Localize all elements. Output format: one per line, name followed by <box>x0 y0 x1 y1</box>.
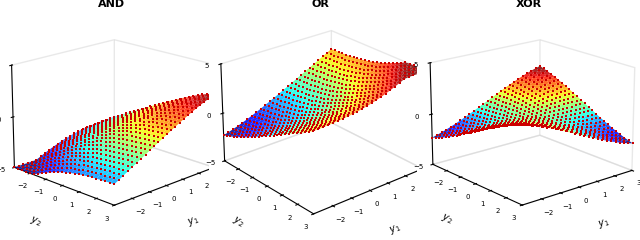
X-axis label: $y_1$: $y_1$ <box>186 214 201 229</box>
X-axis label: $y_1$: $y_1$ <box>596 216 611 232</box>
Title: AND: AND <box>98 0 125 9</box>
Y-axis label: $y_2$: $y_2$ <box>230 214 246 230</box>
Title: XOR: XOR <box>516 0 542 9</box>
Y-axis label: $y_2$: $y_2$ <box>438 211 454 227</box>
Y-axis label: $y_2$: $y_2$ <box>28 214 43 229</box>
Title: OR: OR <box>311 0 329 9</box>
X-axis label: $y_1$: $y_1$ <box>387 221 403 237</box>
